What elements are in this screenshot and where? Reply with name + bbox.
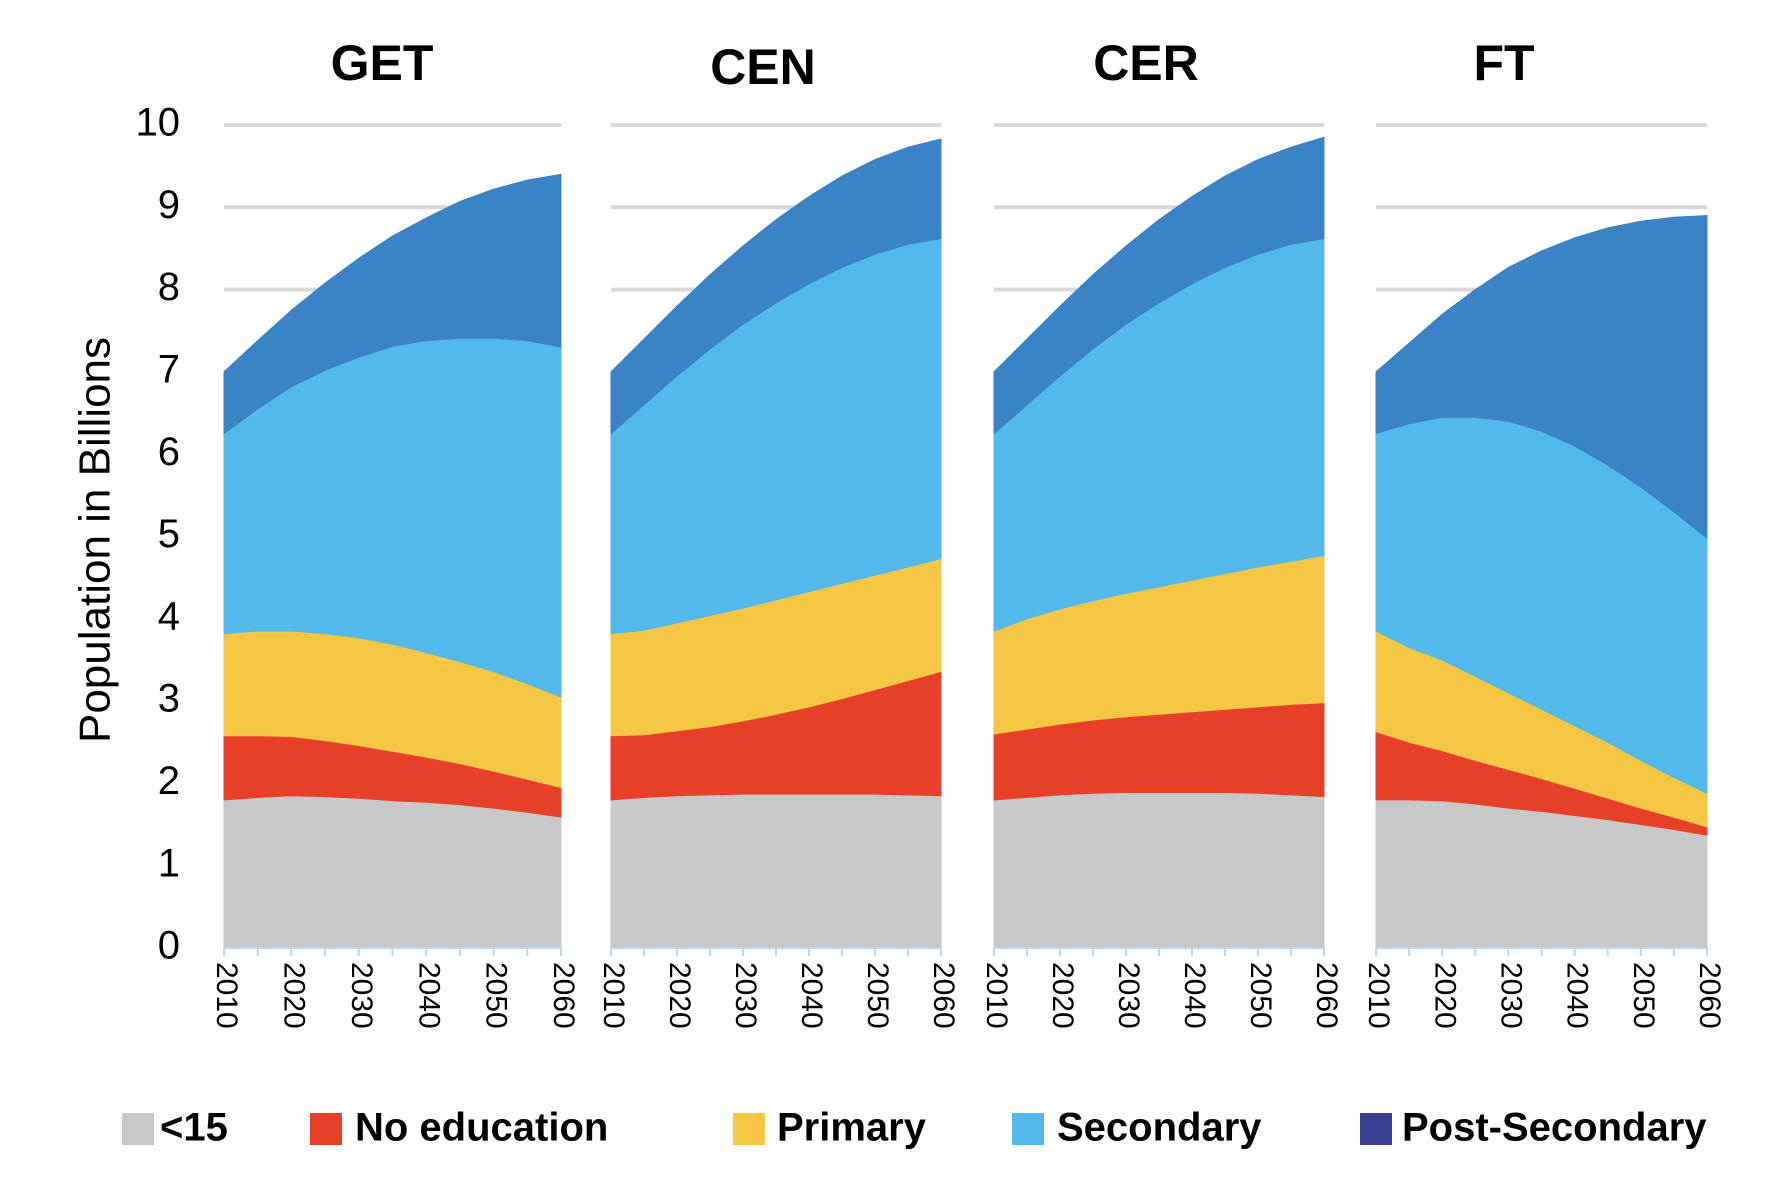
legend-swatch-15	[122, 1113, 154, 1145]
y-tick-label: 0	[158, 924, 180, 968]
x-tick-label: 2040	[1178, 962, 1211, 1029]
legend-label-primary: Primary	[777, 1106, 927, 1150]
legend-label-no-education: No education	[355, 1106, 608, 1150]
y-tick-label: 4	[158, 594, 180, 638]
x-tick-label: 2040	[795, 962, 828, 1029]
x-tick-label: 2040	[1561, 962, 1594, 1029]
x-tick-label: 2060	[1310, 962, 1343, 1029]
area-get-15-band	[223, 795, 562, 949]
x-tick-label: 2030	[1112, 962, 1145, 1029]
x-tick-label: 2030	[729, 962, 762, 1029]
y-tick-label: 3	[158, 677, 180, 721]
legend-swatch-no-education	[310, 1113, 342, 1145]
legend-swatch-primary	[733, 1113, 765, 1145]
x-tick-label: 2050	[1244, 962, 1277, 1029]
x-tick-label: 2010	[1362, 962, 1395, 1029]
panel-title-cen: CEN	[710, 39, 816, 95]
y-tick-label: 7	[158, 347, 180, 391]
area-get-post-secondary-band	[223, 173, 562, 435]
y-axis-label: Population in Billions	[71, 337, 120, 743]
y-tick-label: 8	[158, 265, 180, 309]
x-tick-label: 2020	[1046, 962, 1079, 1029]
x-tick-label: 2040	[412, 962, 445, 1029]
x-tick-label: 2030	[1494, 962, 1527, 1029]
area-cer-post-secondary-band	[993, 136, 1325, 435]
area-cen-post-secondary-band	[610, 138, 942, 435]
x-tick-label: 2030	[345, 962, 378, 1029]
x-axis-ticks: 2010 2020 2030 2040 2050 2060 2010 2020 2030 2040…	[210, 962, 1726, 1029]
panel-title-ft: FT	[1473, 35, 1534, 91]
y-tick-label: 10	[136, 101, 181, 145]
panel-title-cer: CER	[1093, 35, 1199, 91]
area-ft-post-secondary-band	[1375, 214, 1708, 540]
y-tick-label: 1	[158, 841, 180, 885]
panel-titles: GET CEN CER FT	[331, 35, 1535, 95]
x-tick-label: 2060	[1693, 962, 1726, 1029]
legend-swatch-post-secondary	[1360, 1113, 1392, 1145]
legend-label-secondary: Secondary	[1057, 1106, 1262, 1150]
legend: <15 No education Primary Secondary Post-Seco…	[122, 1106, 1707, 1150]
panel-title-get: GET	[331, 35, 434, 91]
y-tick-label: 9	[158, 183, 180, 227]
x-tick-label: 2050	[480, 962, 513, 1029]
x-tick-label: 2060	[547, 962, 580, 1029]
x-tick-label: 2020	[663, 962, 696, 1029]
axes	[223, 947, 1708, 956]
y-tick-label: 6	[158, 430, 180, 474]
legend-label-15: <15	[160, 1106, 228, 1150]
x-tick-label: 2060	[927, 962, 960, 1029]
legend-label-post-secondary: Post-Secondary	[1402, 1106, 1707, 1150]
area-cen-15-band	[610, 793, 942, 949]
x-tick-label: 2050	[861, 962, 894, 1029]
x-tick-label: 2010	[597, 962, 630, 1029]
x-tick-label: 2010	[980, 962, 1013, 1029]
y-tick-label: 2	[158, 759, 180, 803]
areas	[223, 136, 1708, 949]
y-axis-ticks: 0 1 2 3 4 5 6 7 8 9 10	[136, 101, 181, 968]
area-cer-15-band	[993, 792, 1325, 949]
y-tick-label: 5	[158, 512, 180, 556]
x-tick-label: 2020	[277, 962, 310, 1029]
legend-swatch-secondary	[1012, 1113, 1044, 1145]
x-tick-label: 2010	[210, 962, 243, 1029]
x-tick-label: 2050	[1627, 962, 1660, 1029]
x-tick-label: 2020	[1428, 962, 1461, 1029]
